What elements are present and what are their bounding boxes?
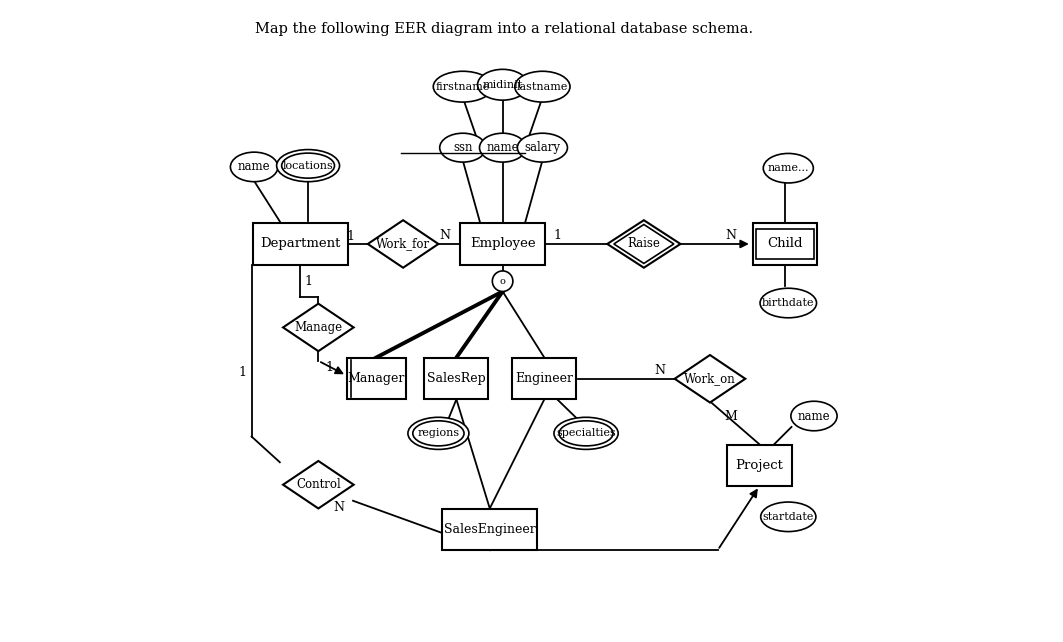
- Text: o: o: [500, 277, 506, 286]
- Text: 1: 1: [347, 230, 354, 243]
- Bar: [460, 223, 545, 265]
- Ellipse shape: [231, 152, 277, 182]
- Text: 1: 1: [305, 275, 313, 288]
- Text: SalesRep: SalesRep: [427, 372, 486, 385]
- Ellipse shape: [760, 288, 816, 318]
- Ellipse shape: [761, 502, 816, 532]
- Ellipse shape: [434, 71, 492, 102]
- Text: specialties: specialties: [556, 428, 615, 438]
- Text: name: name: [238, 160, 270, 173]
- Bar: [442, 509, 537, 550]
- Text: N: N: [725, 229, 736, 242]
- Text: 1: 1: [325, 361, 334, 374]
- Text: Manage: Manage: [294, 321, 342, 334]
- Text: Control: Control: [296, 478, 341, 491]
- Bar: [512, 358, 576, 399]
- Text: N: N: [439, 229, 451, 242]
- Ellipse shape: [791, 401, 837, 431]
- Ellipse shape: [440, 134, 486, 162]
- Text: Project: Project: [736, 459, 783, 472]
- Text: 1: 1: [238, 366, 247, 379]
- Text: M: M: [724, 410, 737, 422]
- Text: N: N: [655, 364, 665, 377]
- Text: Work_on: Work_on: [685, 372, 736, 385]
- Ellipse shape: [518, 134, 568, 162]
- Text: birthdate: birthdate: [762, 298, 814, 308]
- Ellipse shape: [514, 71, 570, 102]
- Text: midinit: midinit: [483, 80, 523, 90]
- Text: name...: name...: [767, 163, 809, 173]
- Text: name: name: [486, 141, 519, 154]
- Bar: [753, 223, 817, 265]
- Text: Manager: Manager: [348, 372, 405, 385]
- Text: Child: Child: [767, 238, 803, 250]
- Text: Department: Department: [260, 238, 340, 250]
- Text: salary: salary: [524, 141, 560, 154]
- Text: lastname: lastname: [517, 82, 568, 92]
- Text: N: N: [334, 501, 344, 514]
- Bar: [347, 358, 406, 399]
- Polygon shape: [283, 304, 354, 351]
- Text: Raise: Raise: [627, 238, 660, 250]
- Ellipse shape: [408, 417, 469, 449]
- Ellipse shape: [763, 153, 813, 183]
- Text: name: name: [797, 410, 830, 422]
- Ellipse shape: [477, 69, 527, 100]
- Bar: [424, 358, 489, 399]
- Polygon shape: [283, 461, 354, 508]
- Polygon shape: [675, 355, 745, 403]
- Text: firstname: firstname: [436, 82, 490, 92]
- Polygon shape: [368, 220, 438, 268]
- Text: Map the following EER diagram into a relational database schema.: Map the following EER diagram into a rel…: [255, 22, 754, 37]
- Ellipse shape: [276, 150, 339, 182]
- Text: locations: locations: [283, 160, 334, 171]
- Text: Employee: Employee: [470, 238, 536, 250]
- Polygon shape: [607, 220, 680, 268]
- Text: Work_for: Work_for: [376, 238, 431, 250]
- Ellipse shape: [554, 417, 619, 449]
- Text: 1: 1: [553, 229, 561, 242]
- Ellipse shape: [479, 134, 526, 162]
- Text: Engineer: Engineer: [516, 372, 573, 385]
- Bar: [727, 445, 792, 486]
- Bar: [253, 223, 348, 265]
- Bar: [756, 229, 814, 259]
- Text: startdate: startdate: [762, 512, 814, 522]
- Text: SalesEngineer: SalesEngineer: [444, 523, 536, 536]
- Text: ssn: ssn: [453, 141, 473, 154]
- Circle shape: [492, 271, 512, 291]
- Text: regions: regions: [418, 428, 459, 438]
